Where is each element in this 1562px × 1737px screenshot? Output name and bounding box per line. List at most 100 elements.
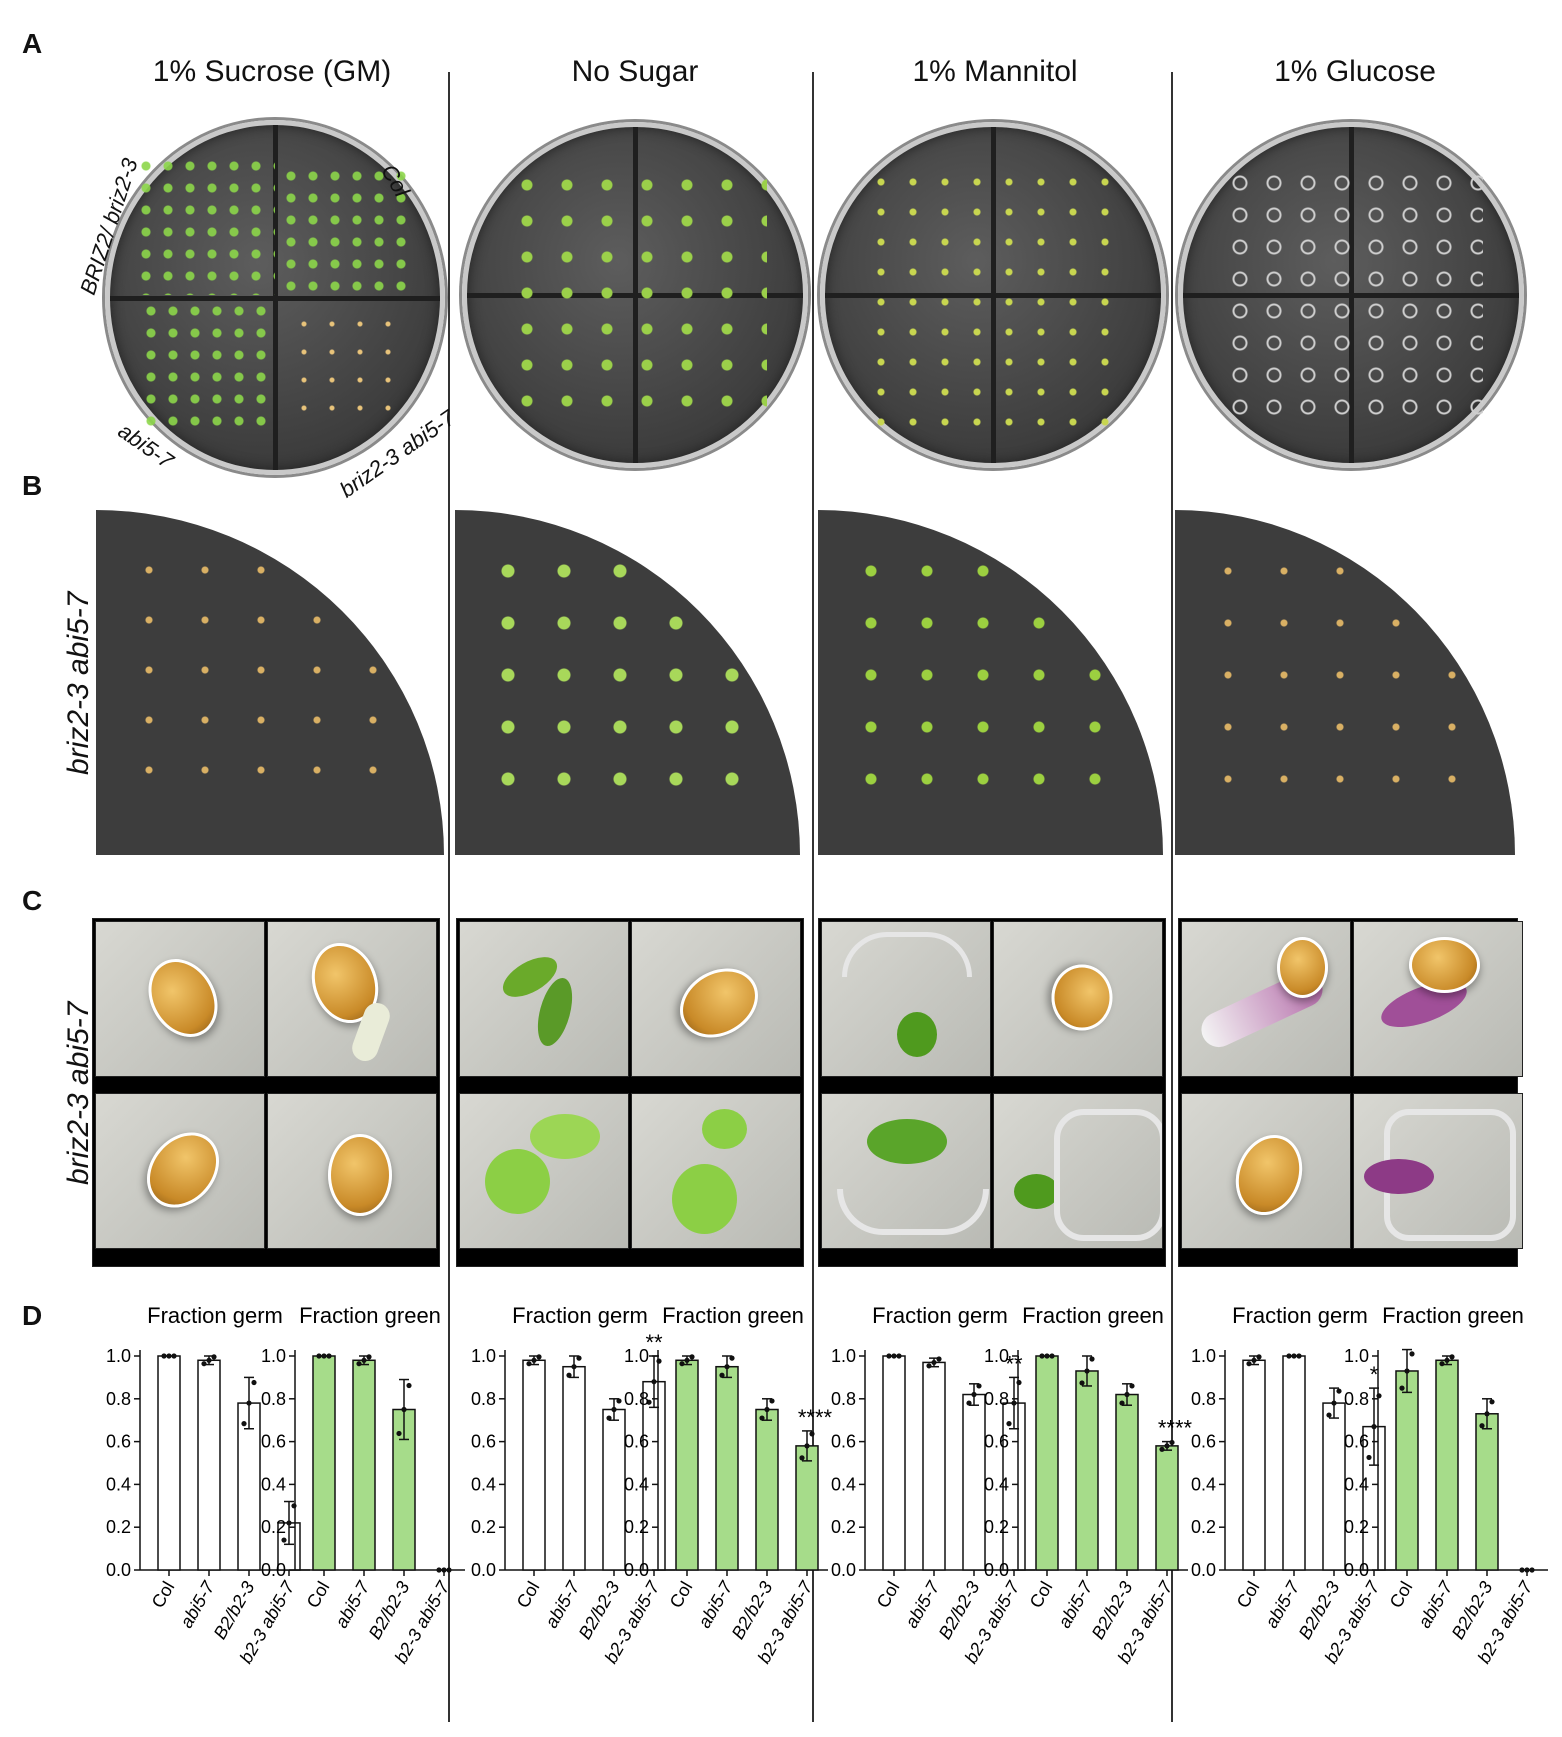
data-point [1129,1383,1135,1389]
seedlings-cluster [865,167,1125,427]
y-tick-label: 0.6 [984,1432,1009,1452]
data-point [316,1353,322,1359]
data-point [1404,1368,1410,1374]
data-point [1039,1353,1045,1359]
data-point [1089,1356,1095,1362]
cotyledon [1014,1174,1059,1209]
bar [1395,1370,1419,1571]
data-point [729,1355,735,1361]
data-point [246,1400,252,1406]
panel-letter-a: A [22,28,43,59]
y-tick-label: 1.0 [624,1346,649,1366]
x-tick-label: Col [666,1578,697,1611]
data-point [896,1353,902,1359]
data-point [1251,1357,1257,1363]
data-point [611,1406,617,1413]
data-point [809,1431,815,1437]
row-label-c: briz2-3 abi5-7 [62,1001,95,1185]
y-tick-label: 0.2 [471,1517,496,1537]
y-tick-label: 0.6 [1191,1432,1216,1452]
seedlings-rings [1223,167,1483,427]
closeup-image [1181,1093,1351,1249]
bar [715,1365,739,1571]
petri-plate-sucrose [105,120,445,475]
closeup-image [631,1093,801,1249]
row-label-b: briz2-3 abi5-7 [62,591,95,775]
cotyledon [702,1109,747,1149]
x-tick-label: Col [513,1578,544,1611]
data-point [1326,1412,1332,1418]
seedlings-cluster [280,165,410,295]
data-point [446,1567,452,1573]
plate-divider-line [273,125,278,470]
data-point [646,1399,652,1405]
seedlings-cluster [135,155,275,295]
y-tick-label: 0.8 [1344,1389,1369,1409]
data-point [356,1361,362,1367]
data-point [436,1567,442,1573]
data-point [689,1354,695,1360]
closeup-image [459,921,629,1077]
x-tick-label: Col [1026,1578,1057,1611]
data-point [206,1357,212,1363]
closeup-image [95,921,265,1077]
seedlings-cluster [480,545,760,805]
data-point [396,1430,402,1437]
data-point [724,1364,730,1370]
data-point [401,1406,407,1413]
data-point [1006,1421,1012,1427]
closeup-image [1353,1093,1523,1249]
closeup-grid-no-sugar [456,918,804,1267]
bar [157,1355,181,1571]
bar [352,1359,376,1571]
y-tick-label: 0.0 [106,1560,131,1580]
bar [1075,1370,1099,1571]
x-tick-label: abi5-7 [901,1577,944,1631]
x-tick-label: Col [303,1578,334,1611]
bar [1282,1355,1306,1571]
petri-plate-no-sugar [462,122,808,468]
y-tick-label: 0.2 [106,1517,131,1537]
y-tick-label: 0.2 [624,1517,649,1537]
data-point [1439,1361,1445,1367]
chart-title: Fraction green [299,1303,441,1328]
y-tick-label: 1.0 [831,1346,856,1366]
cotyledon [530,1114,600,1159]
y-tick-label: 0.6 [471,1432,496,1452]
closeup-grid-mannitol [818,918,1166,1267]
data-point [1336,1388,1342,1394]
x-tick-label: abi5-7 [541,1577,584,1631]
seedlings-cluster [843,545,1123,805]
y-tick-label: 0.6 [831,1432,856,1452]
data-point [571,1364,577,1370]
closeup-image [267,921,437,1077]
data-point [1049,1353,1055,1359]
chart-title: Fraction green [1022,1303,1164,1328]
column-title-mannitol: 1% Mannitol [912,55,1078,88]
cotyledon [1364,1159,1434,1194]
data-point [1011,1400,1017,1406]
bar [675,1359,699,1571]
data-point [891,1353,897,1359]
data-point [1479,1423,1485,1429]
panel-letter-b: B [22,470,43,501]
data-point [531,1357,537,1363]
y-tick-label: 0.8 [831,1389,856,1409]
seed [1224,1125,1314,1225]
data-point [656,1358,662,1364]
closeup-grid-sucrose [92,918,440,1267]
bar [562,1365,586,1571]
data-point [926,1363,932,1369]
y-tick-label: 0.4 [471,1474,496,1494]
chart-title: Fraction germ [872,1303,1008,1328]
data-point [1331,1400,1337,1406]
data-point [759,1415,765,1421]
seedlings-cluster [507,167,767,427]
significance-marker: **** [798,1405,833,1430]
data-point [679,1361,685,1367]
data-point [1296,1353,1302,1359]
chart-title: Fraction green [662,1303,804,1328]
significance-marker: ** [645,1330,663,1355]
column-title-sucrose: 1% Sucrose (GM) [152,55,392,88]
data-point [1169,1439,1175,1446]
